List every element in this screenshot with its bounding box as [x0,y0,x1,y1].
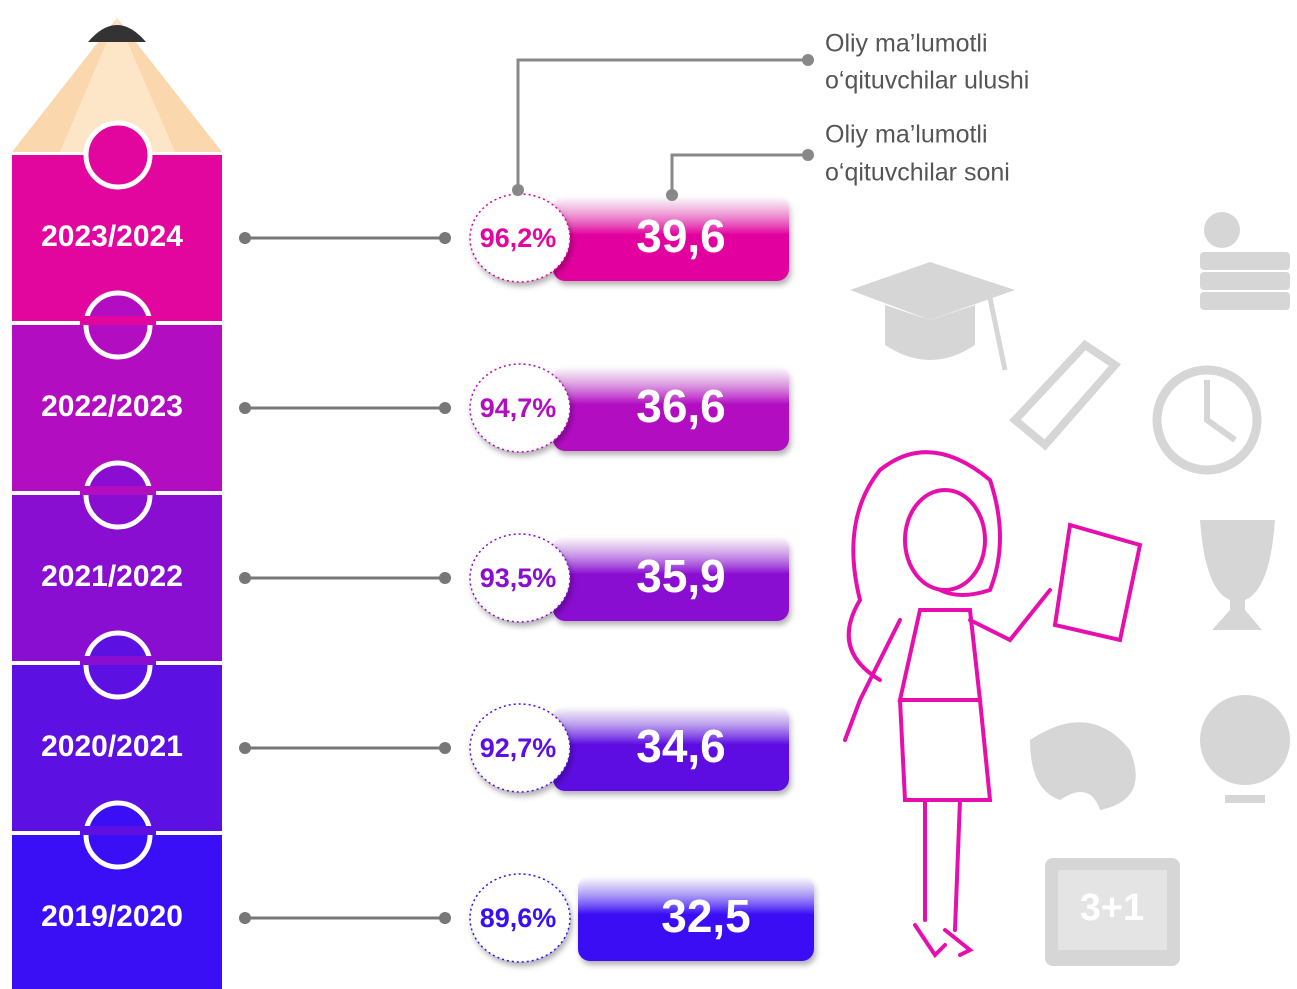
connector-dot [512,184,524,196]
connector-dot [439,742,451,754]
count-value: 35,9 [636,550,726,602]
connector-dot [439,572,451,584]
connector-dot [439,402,451,414]
connector-dot [802,149,814,161]
connector-dot [239,402,251,414]
left-arm [845,620,900,740]
year: 2022/2023 [41,390,183,423]
connector-dot [439,912,451,924]
year: 2023/2024 [41,220,183,253]
book [1200,292,1290,310]
legend: Oliy ma’lumotli o‘qituvchilar ulushi Oli… [825,30,1029,187]
skirt [900,700,990,800]
hair-curl [849,470,880,680]
legend-text: o‘qituvchilar ulushi [825,67,1029,95]
connector-dot [239,742,251,754]
year: 2020/2021 [41,730,183,763]
globe [1200,695,1290,785]
knob-cover [80,316,156,325]
legend-connector [672,155,808,195]
pencil-lead [88,25,146,42]
connector-dot [239,232,251,244]
trophy [1200,520,1275,630]
right-arm [970,590,1050,640]
connector-dot [802,54,814,66]
count-value: 39,6 [636,210,726,262]
paper [1055,525,1140,640]
globe-stand [1225,795,1265,803]
year: 2019/2020 [41,900,183,933]
share-value: 93,5% [480,563,557,593]
knob-cover [80,486,156,495]
puzzle-knob [86,123,150,187]
share-value: 89,6% [480,903,557,933]
apple [1204,212,1240,248]
board-text: 3+1 [1080,887,1144,929]
jacket [900,610,980,700]
share-value: 94,7% [480,393,557,423]
count-value: 34,6 [636,720,726,772]
year: 2021/2022 [41,560,183,593]
infographic: 2023/2024 2022/2023 2021/2022 2020/2021 2019… [0,0,1297,989]
count-value: 36,6 [636,380,726,432]
connector-dot [239,912,251,924]
legs [925,800,960,930]
legend-text: Oliy ma’lumotli [825,121,988,149]
clock-hands [1207,380,1235,440]
count-value: 32,5 [661,890,751,942]
knob-cover [80,656,156,665]
connector-dot [439,232,451,244]
share-value: 92,7% [480,733,557,763]
knob-cover [80,826,156,835]
book [1200,252,1290,270]
legend-text: Oliy ma’lumotli [825,30,988,58]
palette [1030,722,1136,810]
connector-dot [239,572,251,584]
book [1200,272,1290,290]
share-value: 96,2% [480,223,557,253]
face [905,490,985,590]
legend-connector [518,60,808,190]
rows: 39,6 96,2% 36,6 94,7% 35,9 93,5% 34,6 92,7% 32,5… [239,194,814,962]
pencil-body: 2023/2024 2022/2023 2021/2022 2020/2021 2019… [12,123,222,989]
connector-dot [666,189,678,201]
tassel [990,298,1005,370]
diploma [1015,345,1115,445]
legend-text: o‘qituvchilar soni [825,159,1010,187]
icons: 3+1 [850,212,1290,966]
shoes [915,925,970,955]
